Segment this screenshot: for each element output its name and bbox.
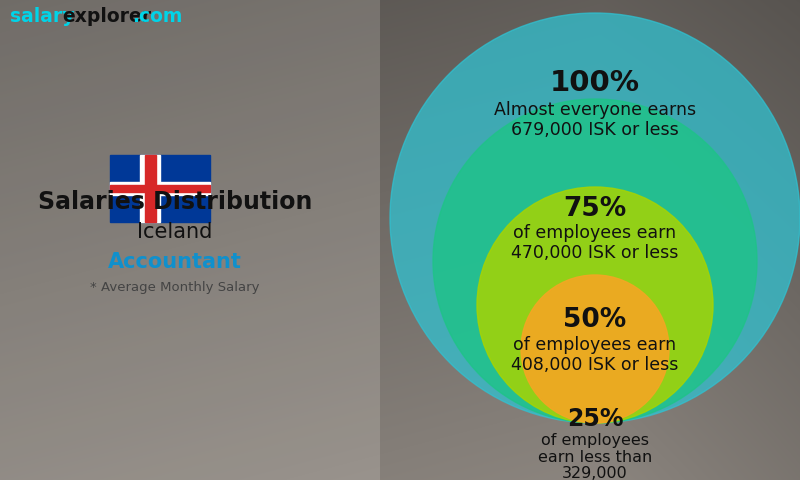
Text: 100%: 100%	[550, 69, 640, 97]
Text: 50%: 50%	[563, 307, 626, 333]
Circle shape	[390, 13, 800, 423]
Circle shape	[521, 275, 669, 423]
Text: Iceland: Iceland	[138, 222, 213, 242]
Text: 408,000 ISK or less: 408,000 ISK or less	[511, 356, 678, 374]
Bar	[140, 155, 160, 222]
Bar	[110, 182, 210, 195]
Text: 679,000 ISK or less: 679,000 ISK or less	[511, 121, 679, 139]
Text: of employees: of employees	[541, 432, 649, 447]
Text: 329,000: 329,000	[562, 466, 628, 480]
Text: explorer: explorer	[62, 8, 151, 26]
Text: of employees earn: of employees earn	[514, 224, 677, 242]
Text: 75%: 75%	[563, 196, 626, 222]
Circle shape	[433, 99, 757, 423]
Text: Accountant: Accountant	[108, 252, 242, 272]
Text: salary: salary	[10, 8, 74, 26]
Text: * Average Monthly Salary: * Average Monthly Salary	[90, 280, 260, 293]
Text: earn less than: earn less than	[538, 449, 652, 465]
Bar	[110, 185, 210, 192]
Text: 25%: 25%	[566, 407, 623, 431]
Text: of employees earn: of employees earn	[514, 336, 677, 354]
Text: Salaries Distribution: Salaries Distribution	[38, 190, 312, 214]
Bar	[145, 155, 155, 222]
Bar	[110, 155, 210, 222]
Text: .com: .com	[132, 8, 182, 26]
Circle shape	[477, 187, 713, 423]
Text: 470,000 ISK or less: 470,000 ISK or less	[511, 244, 678, 262]
Text: Almost everyone earns: Almost everyone earns	[494, 101, 696, 119]
